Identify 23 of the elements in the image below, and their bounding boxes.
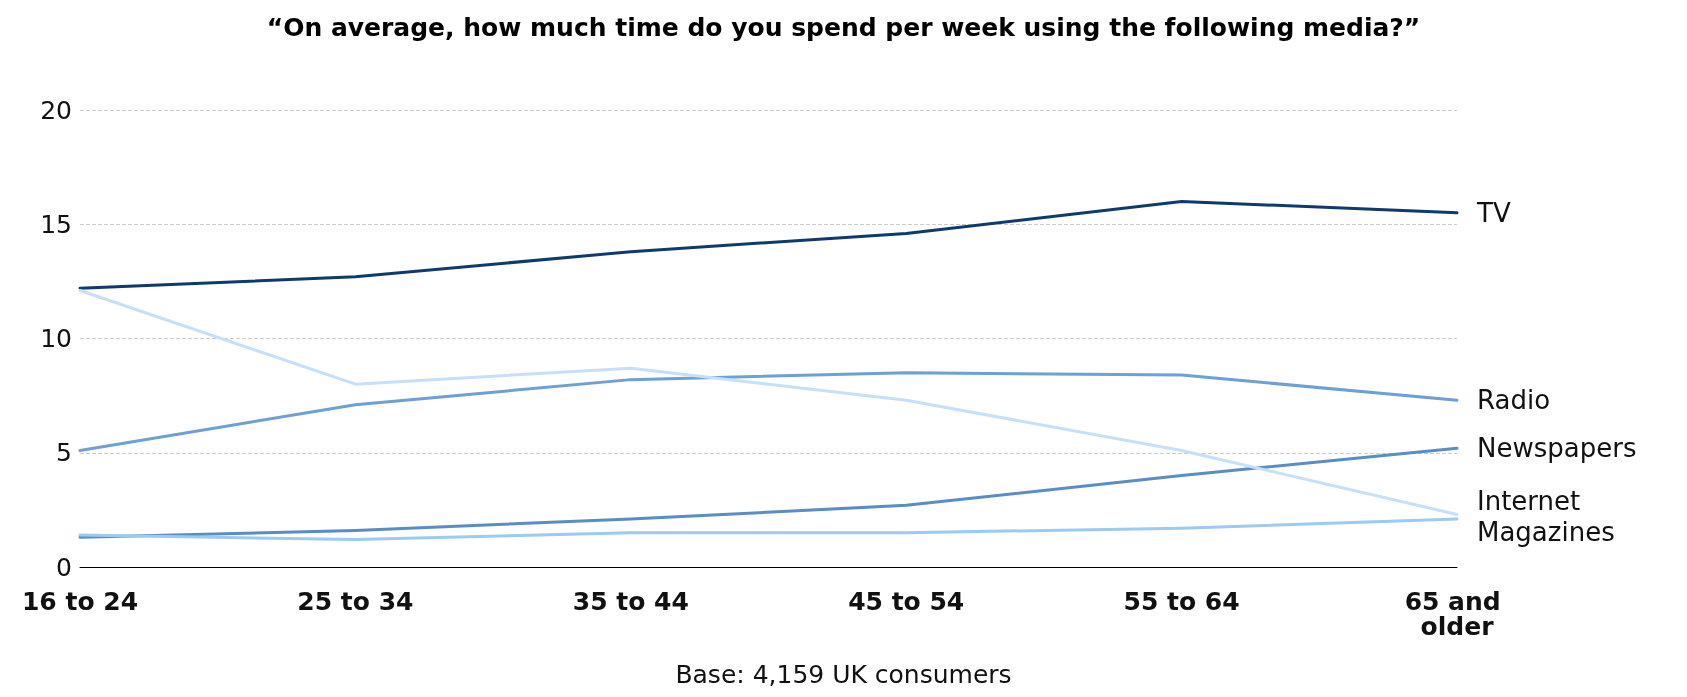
series-label: TV	[1476, 197, 1511, 228]
text: Base: 4,159 UK consumers	[675, 660, 1012, 689]
y-tick-label: 20	[40, 95, 72, 125]
x-tick-label: 35 to 44	[572, 587, 689, 616]
line-series	[78, 371, 1459, 452]
line-series	[78, 289, 1459, 516]
x-tick-label: 55 to 64	[1123, 587, 1240, 616]
y-tick-label: 5	[56, 438, 72, 468]
line-series	[78, 517, 1459, 542]
y-tick-label: 0	[56, 552, 72, 582]
x-tick-label: 45 to 54	[848, 587, 965, 616]
series-label: Newspapers	[1477, 433, 1637, 464]
series-label: Internet	[1477, 486, 1581, 517]
y-tick-label: 10	[40, 324, 72, 353]
x-tick-label: 25 to 34	[297, 587, 414, 616]
line-series	[78, 446, 1459, 539]
y-tick-label: 15	[40, 209, 72, 239]
series-label: Magazines	[1477, 517, 1615, 548]
series-label: Radio	[1477, 385, 1551, 416]
line-series	[78, 199, 1459, 290]
chart-title: “On average, how much time do you spend per week using the following media?”	[266, 13, 1421, 42]
x-tick-label: 65 and older	[1404, 587, 1510, 641]
x-tick-label: 16 to 24	[21, 587, 139, 616]
